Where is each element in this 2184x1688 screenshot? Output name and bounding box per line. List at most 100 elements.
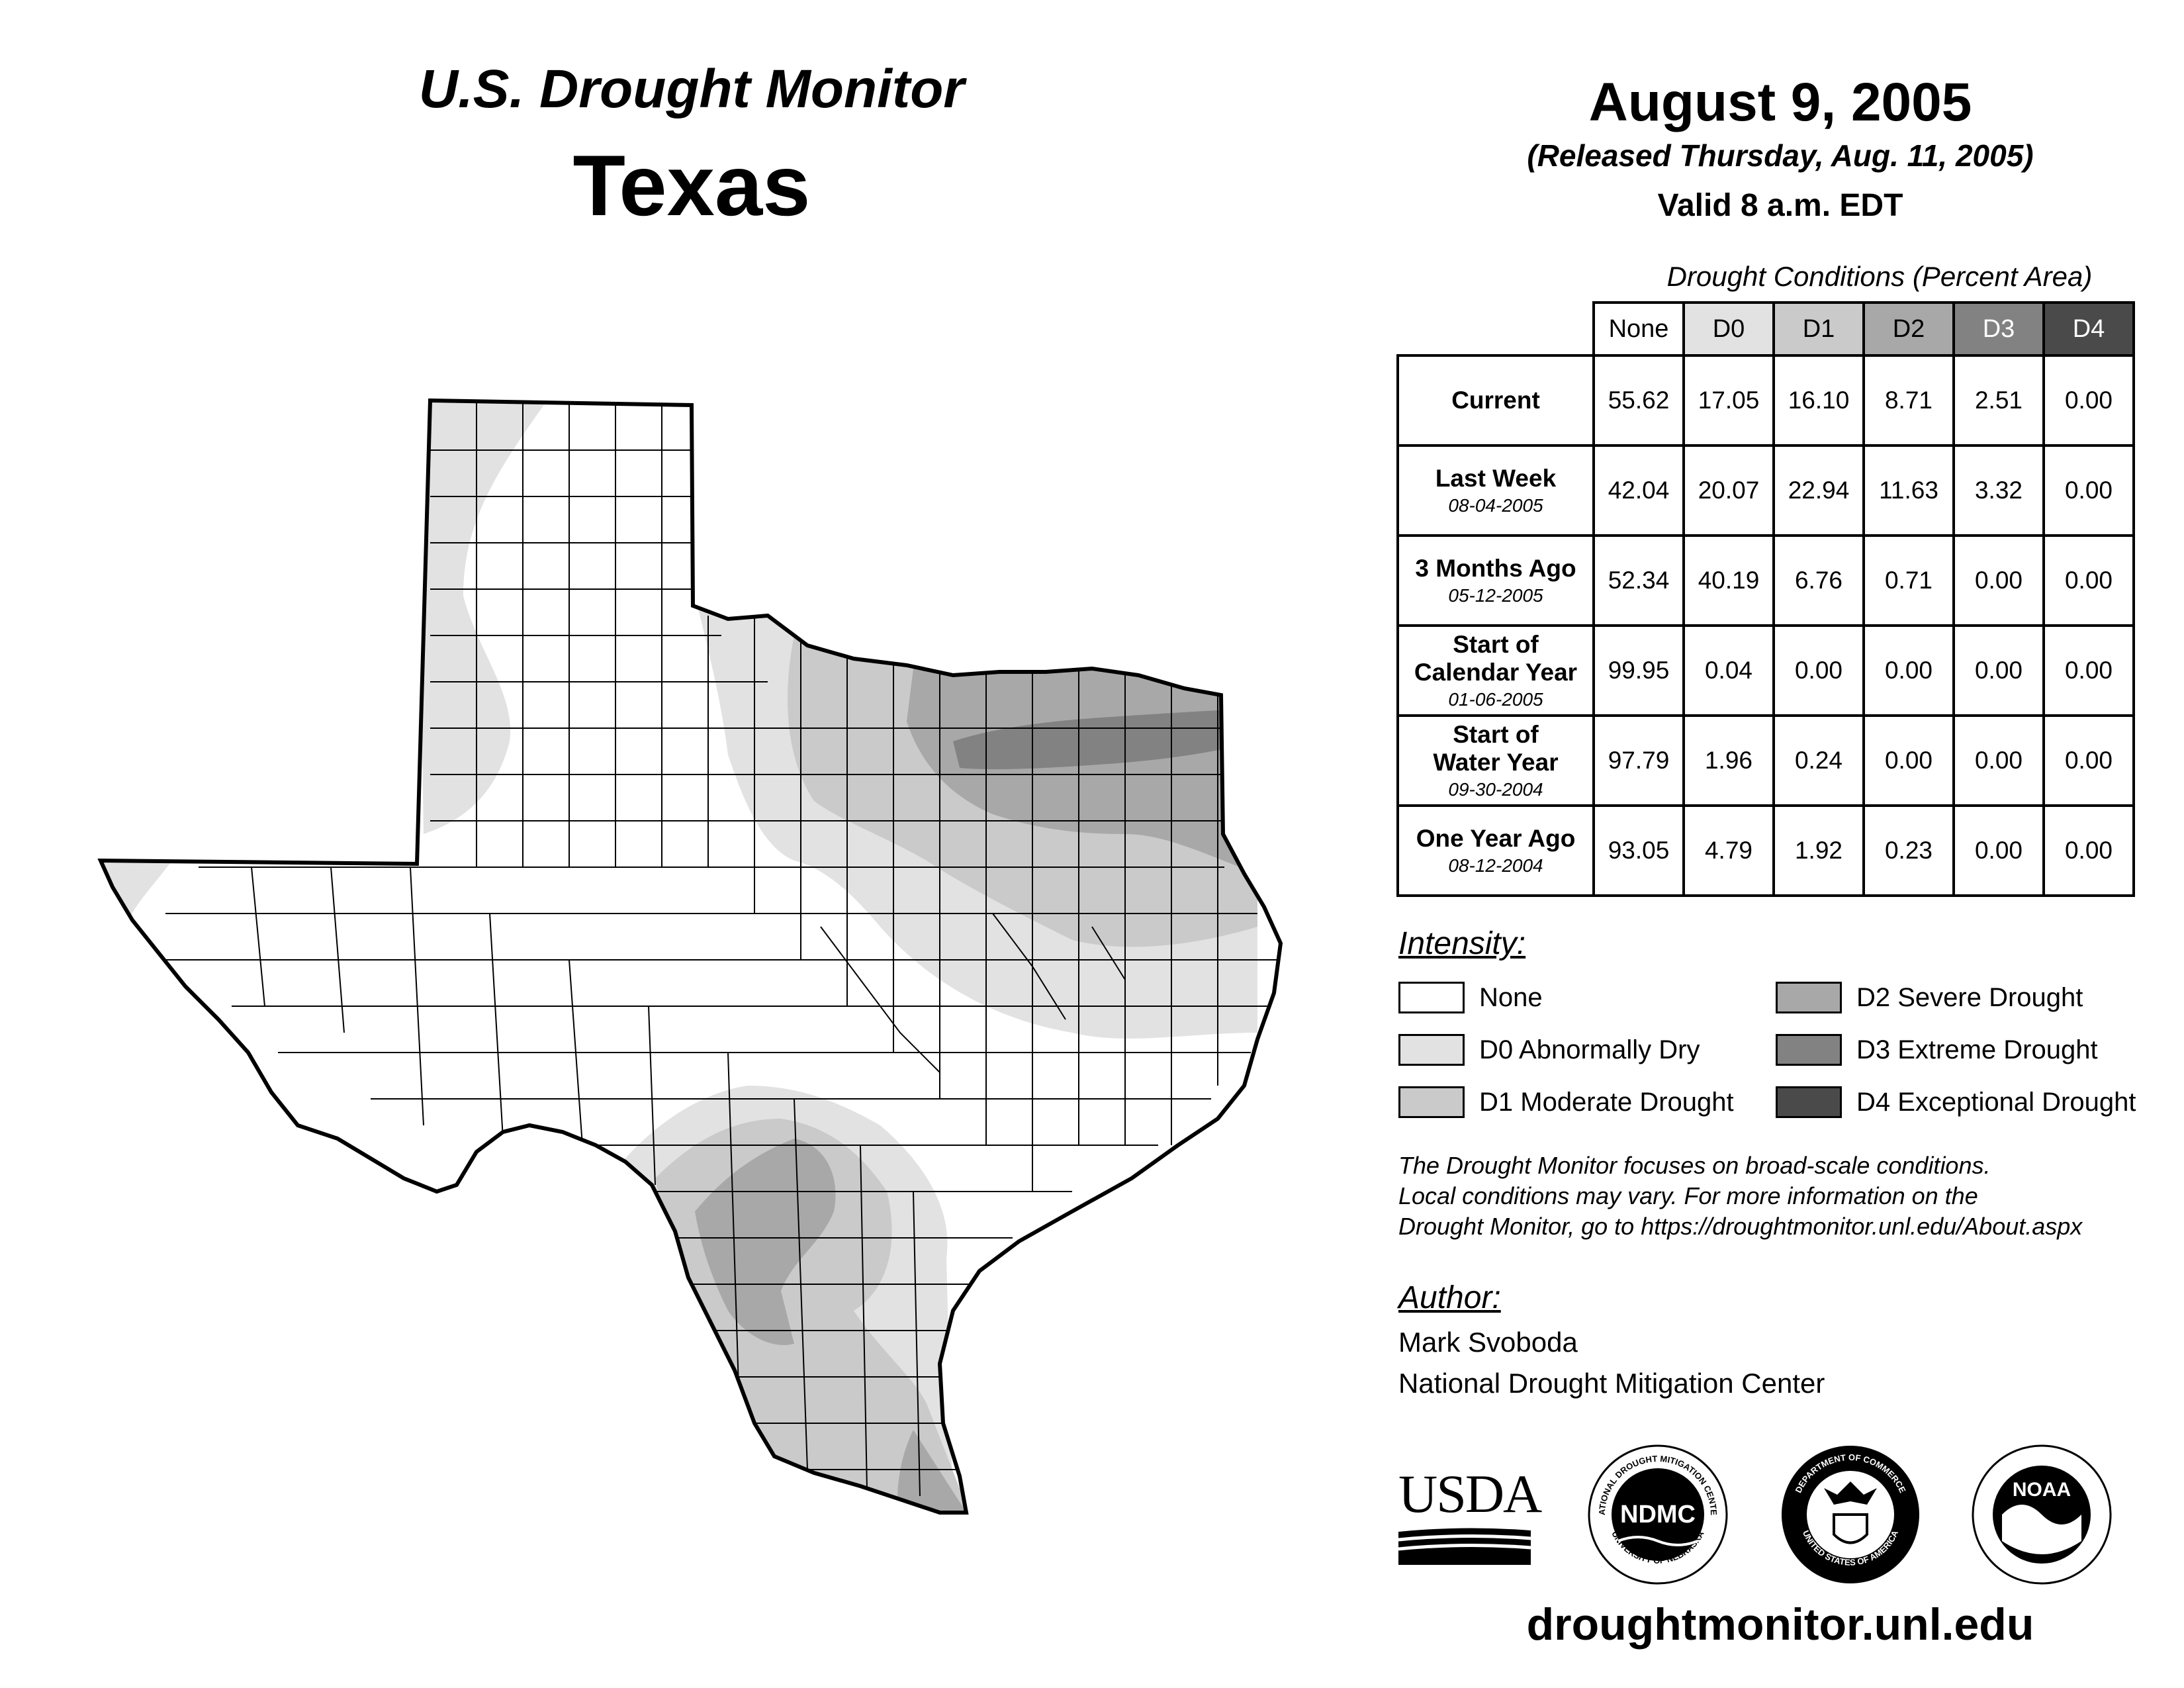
table-cell: 11.63 bbox=[1862, 444, 1955, 537]
table-cell: 99.95 bbox=[1592, 624, 1685, 717]
row-date: 08-12-2004 bbox=[1448, 855, 1543, 876]
table-cell: 6.76 bbox=[1772, 534, 1865, 627]
col-header-d1: D1 bbox=[1772, 301, 1865, 357]
table-cell: 0.00 bbox=[1772, 624, 1865, 717]
legend-item-d0: D0 Abnormally Dry bbox=[1398, 1034, 1700, 1066]
table-cell: 0.23 bbox=[1862, 804, 1955, 897]
table-cell: 1.96 bbox=[1682, 714, 1775, 807]
table-cell: 0.71 bbox=[1862, 534, 1955, 627]
noaa-logo-text: NOAA bbox=[2013, 1479, 2071, 1501]
note-line: Drought Monitor, go to https://droughtmo… bbox=[1398, 1213, 2083, 1240]
row-label: One Year Ago bbox=[1416, 825, 1576, 852]
row-label: Current bbox=[1451, 387, 1540, 414]
legend-item-d1: D1 Moderate Drought bbox=[1398, 1086, 1734, 1118]
table-cell: 0.00 bbox=[1952, 534, 2045, 627]
usda-logo-text: USDA bbox=[1398, 1464, 1542, 1524]
table-cell: 3.32 bbox=[1952, 444, 2045, 537]
row-label-cell: Start of Calendar Year 01-06-2005 bbox=[1396, 624, 1595, 717]
legend-item-none: None bbox=[1398, 982, 1543, 1013]
commerce-seal: DEPARTMENT OF COMMERCE UNITED STATES OF … bbox=[1782, 1446, 1919, 1583]
legend-label: D2 Severe Drought bbox=[1856, 982, 2083, 1012]
table-row: Start of Water Year 09-30-2004 97.79 1.96 0.2… bbox=[1396, 714, 2135, 807]
row-label-cell: 3 Months Ago 05-12-2005 bbox=[1396, 534, 1595, 627]
table-header-row: None D0 D1 D2 D3 D4 bbox=[1398, 301, 2135, 357]
legend-swatch bbox=[1398, 1086, 1465, 1118]
table-cell: 17.05 bbox=[1682, 354, 1775, 447]
drought-conditions-table: None D0 D1 D2 D3 D4 Current 55.62 17.05 16.… bbox=[1396, 301, 2135, 897]
author-name: Mark Svoboda bbox=[1398, 1327, 1578, 1358]
legend-label: D0 Abnormally Dry bbox=[1479, 1035, 1700, 1064]
table-cell: 0.00 bbox=[1952, 714, 2045, 807]
texas-drought-map bbox=[0, 0, 1390, 1688]
legend-item-d4: D4 Exceptional Drought bbox=[1776, 1086, 2136, 1118]
row-date: 05-12-2005 bbox=[1448, 585, 1543, 606]
row-date: 09-30-2004 bbox=[1448, 779, 1543, 800]
col-header-d0: D0 bbox=[1682, 301, 1775, 357]
table-cell: 2.51 bbox=[1952, 354, 2045, 447]
row-date: 01-06-2005 bbox=[1448, 689, 1543, 710]
table-cell: 4.79 bbox=[1682, 804, 1775, 897]
table-cell: 0.00 bbox=[2042, 804, 2135, 897]
release-date: (Released Thursday, Aug. 11, 2005) bbox=[1527, 138, 2034, 173]
table-cell: 52.34 bbox=[1592, 534, 1685, 627]
table-cell: 0.00 bbox=[1952, 804, 2045, 897]
table-cell: 0.00 bbox=[2042, 354, 2135, 447]
legend-swatch bbox=[1398, 982, 1465, 1013]
author-org: National Drought Mitigation Center bbox=[1398, 1368, 1825, 1399]
col-header-none: None bbox=[1592, 301, 1685, 357]
table-row: Start of Calendar Year 01-06-2005 99.95 0.04… bbox=[1396, 624, 2135, 717]
note-line: Local conditions may vary. For more info… bbox=[1398, 1182, 1978, 1209]
row-label-cell: Last Week 08-04-2005 bbox=[1396, 444, 1595, 537]
table-cell: 0.04 bbox=[1682, 624, 1775, 717]
table-cell: 22.94 bbox=[1772, 444, 1865, 537]
legend-swatch bbox=[1776, 982, 1842, 1013]
author-title: Author: bbox=[1398, 1280, 1501, 1315]
legend-title: Intensity: bbox=[1398, 926, 1526, 961]
row-label: Last Week bbox=[1435, 465, 1557, 492]
table-cell: 97.79 bbox=[1592, 714, 1685, 807]
legend-item-d2: D2 Severe Drought bbox=[1776, 982, 2083, 1013]
col-header-d4: D4 bbox=[2042, 301, 2135, 357]
usda-logo: USDA bbox=[1398, 1463, 1542, 1568]
table-cell: 55.62 bbox=[1592, 354, 1685, 447]
map-product-title: U.S. Drought Monitor bbox=[418, 59, 965, 119]
table-row: 3 Months Ago 05-12-2005 52.34 40.19 6.76 0.71… bbox=[1396, 534, 2135, 627]
disclaimer-note: The Drought Monitor focuses on broad-sca… bbox=[1398, 1150, 2173, 1242]
table-cell: 0.00 bbox=[1862, 624, 1955, 717]
ndmc-logo: NATIONAL DROUGHT MITIGATION CENTER UNIVE… bbox=[1585, 1442, 1728, 1585]
table-cell: 0.24 bbox=[1772, 714, 1865, 807]
table-cell: 0.00 bbox=[2042, 714, 2135, 807]
usda-logo-swoosh bbox=[1398, 1528, 1531, 1565]
table-cell: 20.07 bbox=[1682, 444, 1775, 537]
table-cell: 0.00 bbox=[2042, 534, 2135, 627]
row-label-cell: Start of Water Year 09-30-2004 bbox=[1396, 714, 1595, 807]
col-header-d2: D2 bbox=[1862, 301, 1955, 357]
map-state-title: Texas bbox=[572, 137, 811, 234]
table-cell: 93.05 bbox=[1592, 804, 1685, 897]
row-date: 08-04-2005 bbox=[1448, 495, 1543, 516]
legend-label: D1 Moderate Drought bbox=[1479, 1087, 1734, 1117]
website-url[interactable]: droughtmonitor.unl.edu bbox=[1526, 1599, 2034, 1650]
table-caption: Drought Conditions (Percent Area) bbox=[1666, 261, 2093, 292]
map-date: August 9, 2005 bbox=[1588, 72, 1972, 132]
table-cell: 1.92 bbox=[1772, 804, 1865, 897]
row-label-cell: One Year Ago 08-12-2004 bbox=[1396, 804, 1595, 897]
table-cell: 42.04 bbox=[1592, 444, 1685, 537]
noaa-logo: NOAA bbox=[1972, 1444, 2112, 1585]
table-cell: 0.00 bbox=[1952, 624, 2045, 717]
table-row: One Year Ago 08-12-2004 93.05 4.79 1.92 0.23 0… bbox=[1396, 804, 2135, 897]
legend-swatch bbox=[1776, 1086, 1842, 1118]
legend-label: D3 Extreme Drought bbox=[1856, 1035, 2098, 1064]
row-label: 3 Months Ago bbox=[1415, 555, 1576, 582]
legend-label: D4 Exceptional Drought bbox=[1856, 1087, 2136, 1117]
table-cell: 40.19 bbox=[1682, 534, 1775, 627]
table-corner bbox=[1398, 303, 1594, 357]
ndmc-logo-text: NDMC bbox=[1620, 1501, 1696, 1528]
table-cell: 8.71 bbox=[1862, 354, 1955, 447]
legend-item-d3: D3 Extreme Drought bbox=[1776, 1034, 2098, 1066]
table-cell: 0.00 bbox=[2042, 444, 2135, 537]
table-row: Current 55.62 17.05 16.10 8.71 2.51 0.00 bbox=[1396, 354, 2135, 447]
valid-time: Valid 8 a.m. EDT bbox=[1657, 188, 1903, 223]
legend-label: None bbox=[1479, 982, 1543, 1012]
row-label-cell: Current bbox=[1396, 354, 1595, 447]
